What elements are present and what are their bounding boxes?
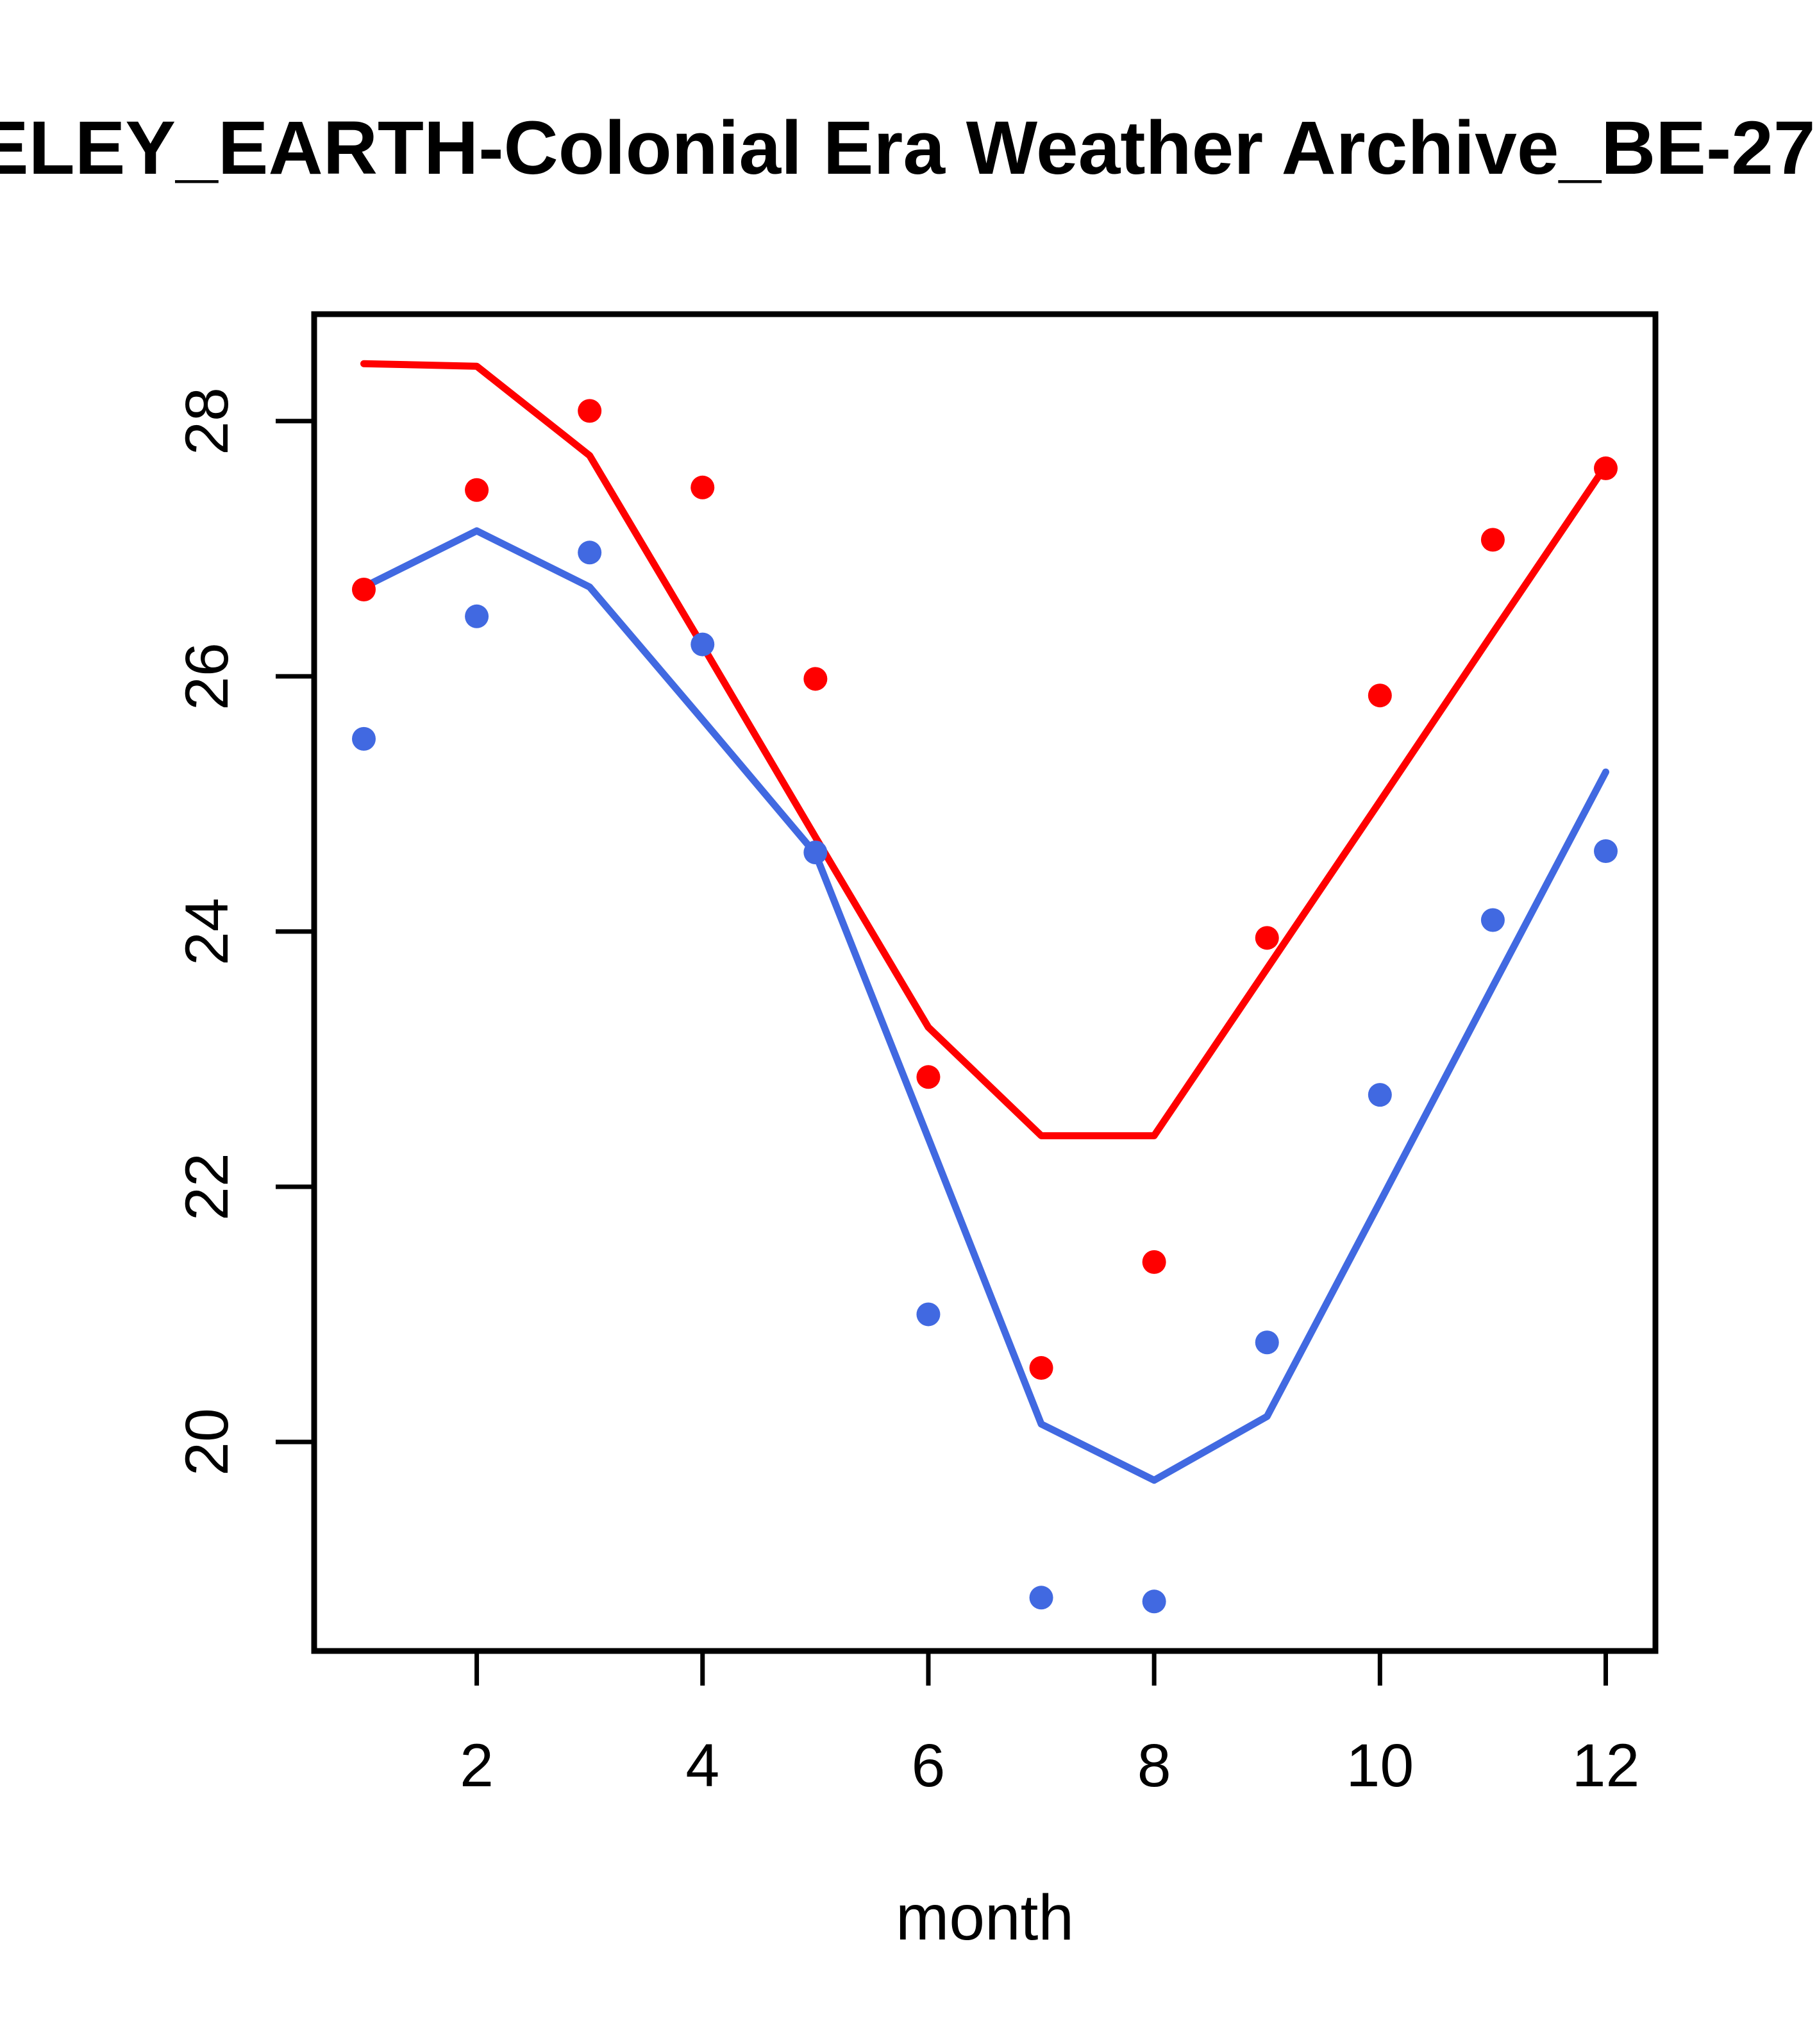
svg-text:month: month <box>896 1882 1074 1954</box>
svg-text:2: 2 <box>460 1732 494 1800</box>
svg-text:BERKELEY_EARTH-Colonial Era We: BERKELEY_EARTH-Colonial Era Weather Arch… <box>0 106 1817 190</box>
svg-text:4: 4 <box>685 1732 719 1800</box>
svg-text:12: 12 <box>1572 1732 1640 1800</box>
svg-text:22: 22 <box>173 1153 241 1221</box>
svg-text:10: 10 <box>1346 1732 1414 1800</box>
svg-text:20: 20 <box>173 1408 241 1476</box>
svg-text:6: 6 <box>912 1732 946 1800</box>
svg-text:28: 28 <box>173 387 241 455</box>
svg-text:26: 26 <box>173 642 241 710</box>
svg-text:24: 24 <box>173 898 241 966</box>
svg-text:8: 8 <box>1137 1732 1171 1800</box>
